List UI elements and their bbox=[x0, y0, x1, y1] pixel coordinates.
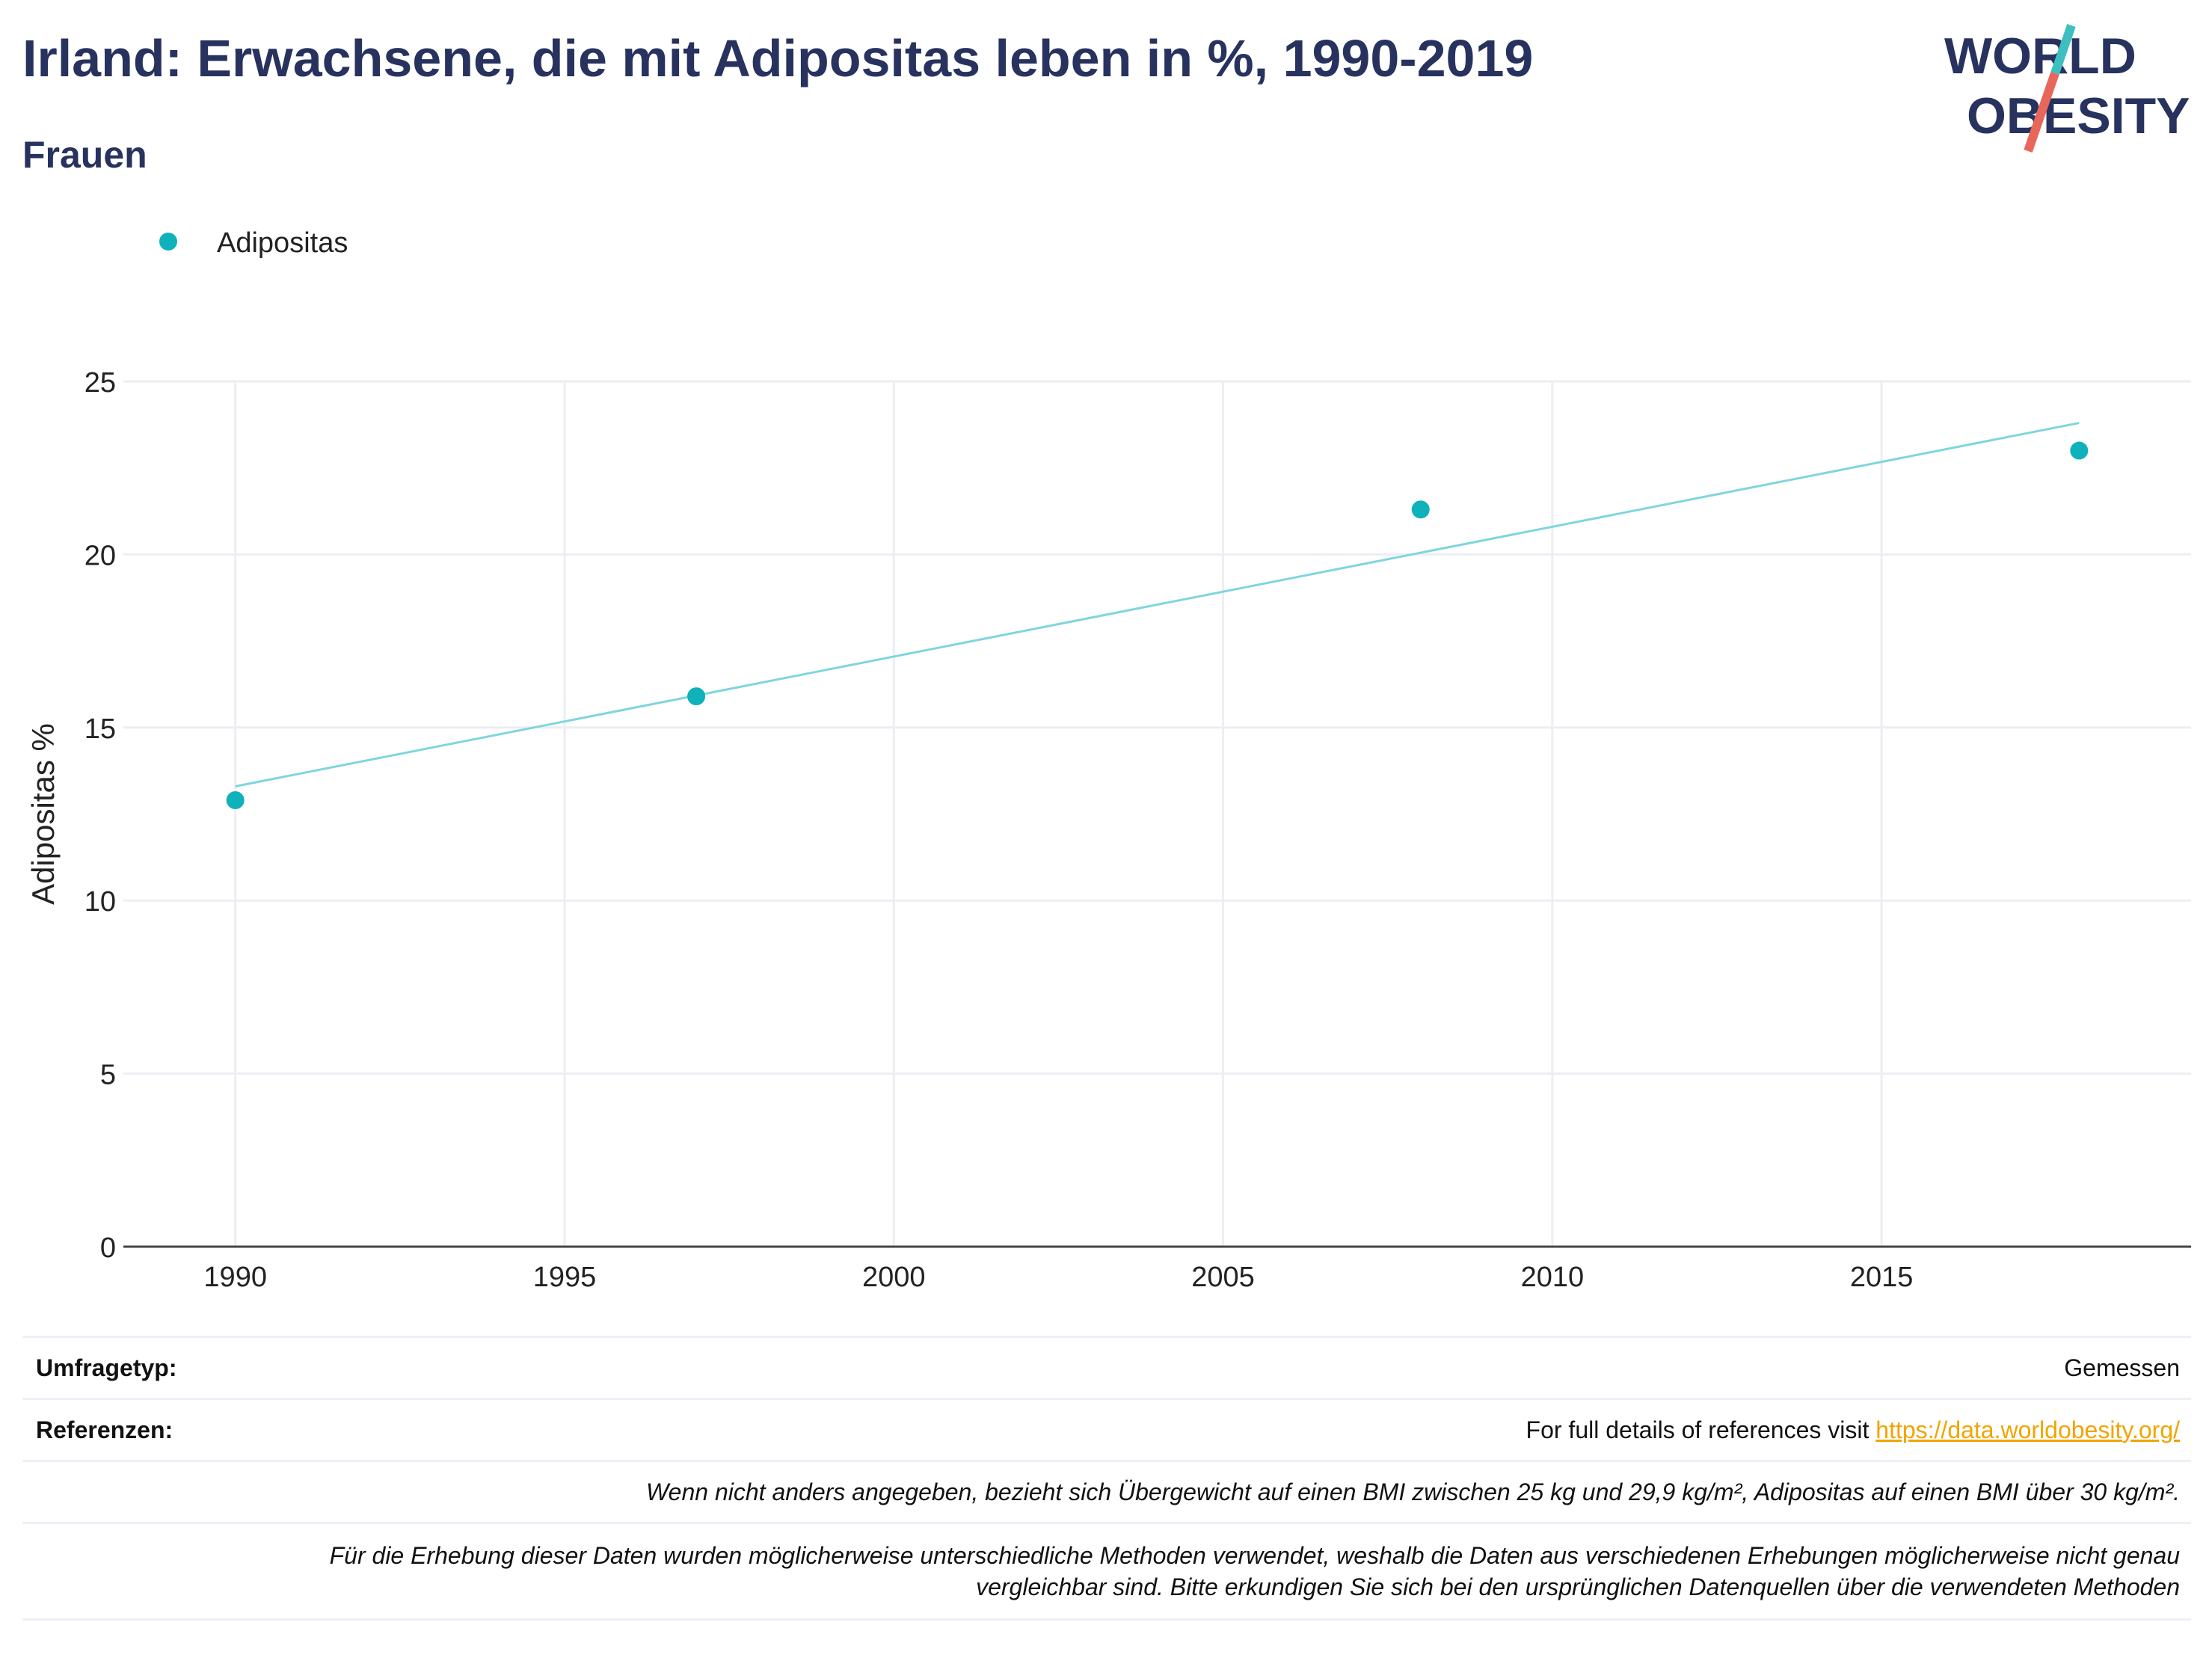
references-label: Referenzen: bbox=[36, 1416, 173, 1443]
y-tick-label: 15 bbox=[85, 713, 116, 745]
references-value: For full details of references visit htt… bbox=[1526, 1416, 2191, 1444]
references-link[interactable]: https://data.worldobesity.org/ bbox=[1875, 1416, 2180, 1443]
logo-text-world: WORLD bbox=[1944, 28, 2136, 85]
note-methods: Für die Erhebung dieser Daten wurden mög… bbox=[22, 1540, 2191, 1603]
metadata-table: Umfragetyp: Gemessen Referenzen: For ful… bbox=[22, 1336, 2191, 1621]
y-tick-label: 10 bbox=[85, 886, 116, 918]
survey-type-label: Umfragetyp: bbox=[36, 1354, 177, 1381]
y-axis-label: Adipositas % bbox=[25, 723, 61, 905]
x-tick-label: 2005 bbox=[1191, 1262, 1255, 1293]
y-tick-label: 25 bbox=[85, 367, 116, 399]
logo-text-obesity: OBESITY bbox=[1967, 87, 2190, 144]
x-tick-label: 2010 bbox=[1521, 1262, 1585, 1293]
note-methods-line1: Für die Erhebung dieser Daten wurden mög… bbox=[329, 1542, 2180, 1569]
logo-slash-bottom bbox=[2024, 72, 2059, 153]
obesity-chart: 0 5 10 15 20 25 1990 1995 2000 2005 2010 2015 Adipos… bbox=[25, 227, 2191, 1293]
page-subtitle: Frauen bbox=[22, 134, 147, 176]
data-point bbox=[226, 790, 245, 809]
note-bmi-row: Wenn nicht anders angegeben, bezieht sic… bbox=[22, 1460, 2191, 1522]
legend-label: Adipositas bbox=[217, 227, 348, 259]
note-bmi: Wenn nicht anders angegeben, bezieht sic… bbox=[646, 1479, 2180, 1505]
world-obesity-logo: WORLD OBESITY bbox=[1944, 24, 2190, 153]
note-methods-line2: vergleichbar sind. Bitte erkundigen Sie … bbox=[976, 1573, 2180, 1600]
y-tick-label: 0 bbox=[100, 1232, 116, 1264]
survey-type-value: Gemessen bbox=[2064, 1354, 2180, 1381]
data-point bbox=[687, 687, 706, 706]
x-tick-label: 2015 bbox=[1850, 1262, 1914, 1293]
logo-slash-top bbox=[2050, 24, 2076, 75]
references-row: Referenzen: For full details of referenc… bbox=[22, 1398, 2191, 1460]
trend-line bbox=[235, 422, 2080, 787]
x-tick-label: 1995 bbox=[533, 1262, 597, 1293]
references-text: For full details of references visit bbox=[1526, 1416, 1876, 1443]
survey-type-row: Umfragetyp: Gemessen bbox=[22, 1336, 2191, 1398]
note-methods-row: Für die Erhebung dieser Daten wurden mög… bbox=[22, 1522, 2191, 1621]
legend-marker bbox=[159, 233, 177, 251]
y-tick-label: 20 bbox=[85, 540, 116, 571]
x-tick-label: 2000 bbox=[862, 1262, 926, 1293]
x-tick-label: 1990 bbox=[203, 1262, 267, 1293]
page-title: Irland: Erwachsene, die mit Adipositas l… bbox=[22, 29, 1534, 87]
data-point bbox=[2070, 441, 2089, 460]
data-point bbox=[1411, 500, 1430, 519]
y-tick-label: 5 bbox=[100, 1060, 116, 1091]
